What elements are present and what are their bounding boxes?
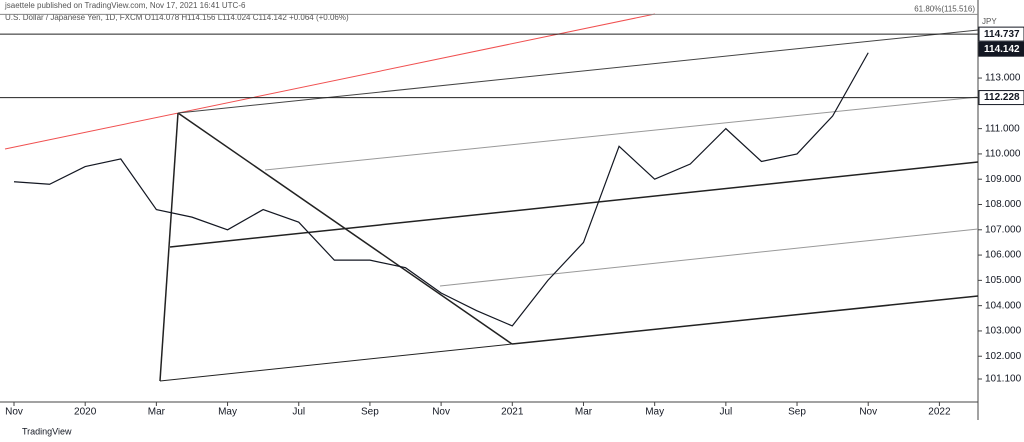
x-tick-label: 2022 <box>928 407 951 418</box>
y-tick-label: 108.000 <box>985 199 1022 210</box>
x-tick-label: 2021 <box>501 407 524 418</box>
trendline <box>439 228 979 287</box>
trendline <box>4 13 656 150</box>
trendline <box>264 96 979 171</box>
trendline <box>159 343 513 382</box>
y-tick-label: 105.000 <box>985 275 1022 286</box>
x-tick-label: Nov <box>859 407 877 418</box>
y-tick-label: 106.000 <box>985 250 1022 261</box>
x-tick-label: Jul <box>719 407 732 418</box>
trendline <box>511 295 979 345</box>
price-label: 112.228 <box>984 92 1020 103</box>
x-tick-label: May <box>218 407 237 418</box>
currency-label: JPY <box>982 17 997 26</box>
chart-title: jsaettele published on TradingView.com, … <box>4 1 246 10</box>
price-label-box <box>978 26 1024 42</box>
footer: TradingView <box>22 426 72 436</box>
trendline <box>169 161 979 248</box>
price-label: 114.142 <box>984 44 1020 55</box>
y-tick-label: 109.000 <box>985 174 1022 185</box>
x-tick-label: 2020 <box>74 407 97 418</box>
x-tick-label: Nov <box>432 407 450 418</box>
y-tick-label: 101.100 <box>985 374 1022 385</box>
x-tick-label: Sep <box>788 407 806 418</box>
x-tick-label: Sep <box>361 407 379 418</box>
y-tick-label: 111.000 <box>985 123 1020 134</box>
drawings <box>4 13 979 382</box>
price-label-box <box>978 41 1024 57</box>
x-tick-label: Jul <box>292 407 305 418</box>
x-tick-label: May <box>645 407 664 418</box>
y-tick-label: 107.000 <box>985 224 1022 235</box>
y-tick-label: 104.000 <box>985 300 1022 311</box>
fib-label: 61.80%(115.516) <box>914 5 975 14</box>
x-tick-label: Mar <box>148 407 166 418</box>
price-label: 114.737 <box>984 29 1020 40</box>
trendline <box>159 112 179 382</box>
chart-subtitle: U.S. Dollar / Japanese Yen, 1D, FXCM O11… <box>5 13 349 22</box>
y-tick-label: 103.000 <box>985 326 1022 337</box>
x-tick-label: Nov <box>5 407 23 418</box>
x-tick-label: Mar <box>575 407 593 418</box>
y-tick-label: 113.000 <box>985 73 1021 84</box>
y-tick-label: 110.000 <box>985 149 1021 160</box>
price-line <box>13 52 869 327</box>
trendline <box>177 29 979 114</box>
y-tick-label: 102.000 <box>985 351 1022 362</box>
price-label-box <box>978 90 1024 106</box>
